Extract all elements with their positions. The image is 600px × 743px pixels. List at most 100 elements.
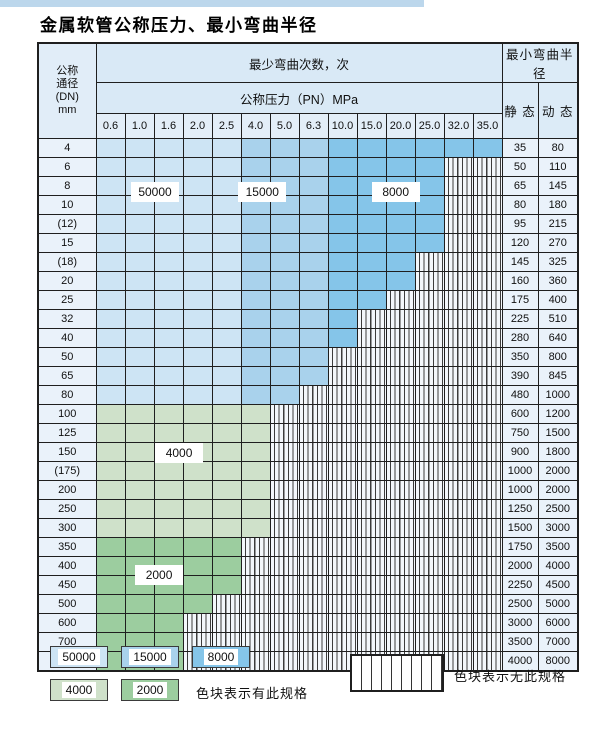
pressure-value-header: 2.0 (182, 113, 213, 139)
static-radius-cell: 350 (501, 347, 539, 367)
spec-cell (327, 290, 358, 310)
spec-cell (327, 252, 358, 272)
no-spec-cell (269, 480, 300, 500)
no-spec-cell (472, 233, 503, 253)
static-radius-cell: 120 (501, 233, 539, 253)
dynamic-radius-cell: 3000 (537, 518, 579, 538)
no-spec-cell (327, 594, 358, 614)
spec-cell (211, 366, 242, 386)
static-radius-cell: 50 (501, 157, 539, 177)
dn-cell: 50 (37, 347, 97, 367)
spec-cell (385, 214, 416, 234)
spec-cell (298, 290, 329, 310)
no-spec-cell (385, 385, 416, 405)
no-spec-cell (443, 575, 474, 595)
table-row: 300 1500 3000 (37, 518, 579, 538)
spec-cell (153, 252, 184, 272)
legend-swatch-label: 2000 (132, 682, 168, 698)
spec-cell (211, 252, 242, 272)
pressure-value-header: 1.6 (153, 113, 184, 139)
min-bend-radius-header: 最小弯曲半径 (501, 42, 579, 83)
spec-cell (385, 252, 416, 272)
no-spec-cell (472, 537, 503, 557)
spec-cell (95, 537, 126, 557)
no-spec-cell (327, 480, 358, 500)
spec-cell (182, 499, 213, 519)
no-spec-cell (385, 556, 416, 576)
spec-cell (182, 290, 213, 310)
spec-cell (124, 423, 155, 443)
table-row: 20 160 360 (37, 271, 579, 291)
spec-cell (124, 385, 155, 405)
no-spec-cell (327, 537, 358, 557)
static-radius-cell: 3500 (501, 632, 539, 652)
static-radius-cell: 175 (501, 290, 539, 310)
spec-cell (124, 613, 155, 633)
no-spec-cell (240, 556, 271, 576)
no-spec-cell (414, 613, 445, 633)
no-spec-cell (269, 461, 300, 481)
spec-cell (124, 252, 155, 272)
legend-swatch-label: 8000 (203, 649, 239, 665)
no-spec-cell (327, 423, 358, 443)
spec-cell (240, 233, 271, 253)
spec-cell (298, 176, 329, 196)
spec-cell (414, 214, 445, 234)
spec-cell (95, 518, 126, 538)
no-spec-cell (298, 461, 329, 481)
spec-cell (124, 499, 155, 519)
spec-cell (356, 157, 387, 177)
no-spec-cell (327, 366, 358, 386)
no-spec-cell (414, 499, 445, 519)
spec-cell (182, 404, 213, 424)
spec-cell (298, 195, 329, 215)
spec-cell (211, 309, 242, 329)
spec-cell (385, 138, 416, 158)
spec-cell (153, 271, 184, 291)
dn-cell: 15 (37, 233, 97, 253)
table-row: (18) 145 325 (37, 252, 579, 272)
dynamic-radius-cell: 270 (537, 233, 579, 253)
legend-swatch-8000: 8000 (192, 646, 250, 668)
no-spec-cell (269, 499, 300, 519)
zone-label: 2000 (135, 565, 184, 586)
no-spec-cell (269, 423, 300, 443)
spec-cell (124, 480, 155, 500)
spec-cell (240, 499, 271, 519)
spec-cell (95, 309, 126, 329)
legend-swatch-50000: 50000 (50, 646, 108, 668)
zone-label: 4000 (155, 443, 204, 463)
no-spec-cell (240, 594, 271, 614)
top-accent-strip (0, 0, 424, 7)
table-row: 125 750 1500 (37, 423, 579, 443)
static-radius-cell: 3000 (501, 613, 539, 633)
pressure-value-header: 10.0 (327, 113, 358, 139)
spec-cell (95, 366, 126, 386)
dynamic-radius-cell: 4500 (537, 575, 579, 595)
no-spec-cell (414, 442, 445, 462)
spec-cell (298, 309, 329, 329)
table-row: 25 175 400 (37, 290, 579, 310)
no-spec-cell (327, 385, 358, 405)
spec-cell (153, 613, 184, 633)
dynamic-radius-cell: 1200 (537, 404, 579, 424)
spec-cell (182, 480, 213, 500)
spec-cell (240, 423, 271, 443)
dn-cell: 150 (37, 442, 97, 462)
spec-cell (269, 271, 300, 291)
no-spec-cell (385, 328, 416, 348)
static-radius-cell: 1500 (501, 518, 539, 538)
dn-cell: 250 (37, 499, 97, 519)
no-spec-cell (385, 347, 416, 367)
dn-cell: 65 (37, 366, 97, 386)
no-spec-cell (269, 442, 300, 462)
spec-cell (182, 594, 213, 614)
no-spec-cell (182, 613, 213, 633)
spec-cell (153, 461, 184, 481)
no-spec-cell (443, 252, 474, 272)
no-spec-cell (414, 347, 445, 367)
spec-cell (182, 366, 213, 386)
no-spec-cell (414, 632, 445, 652)
no-spec-cell (269, 651, 300, 672)
no-spec-cell (356, 309, 387, 329)
